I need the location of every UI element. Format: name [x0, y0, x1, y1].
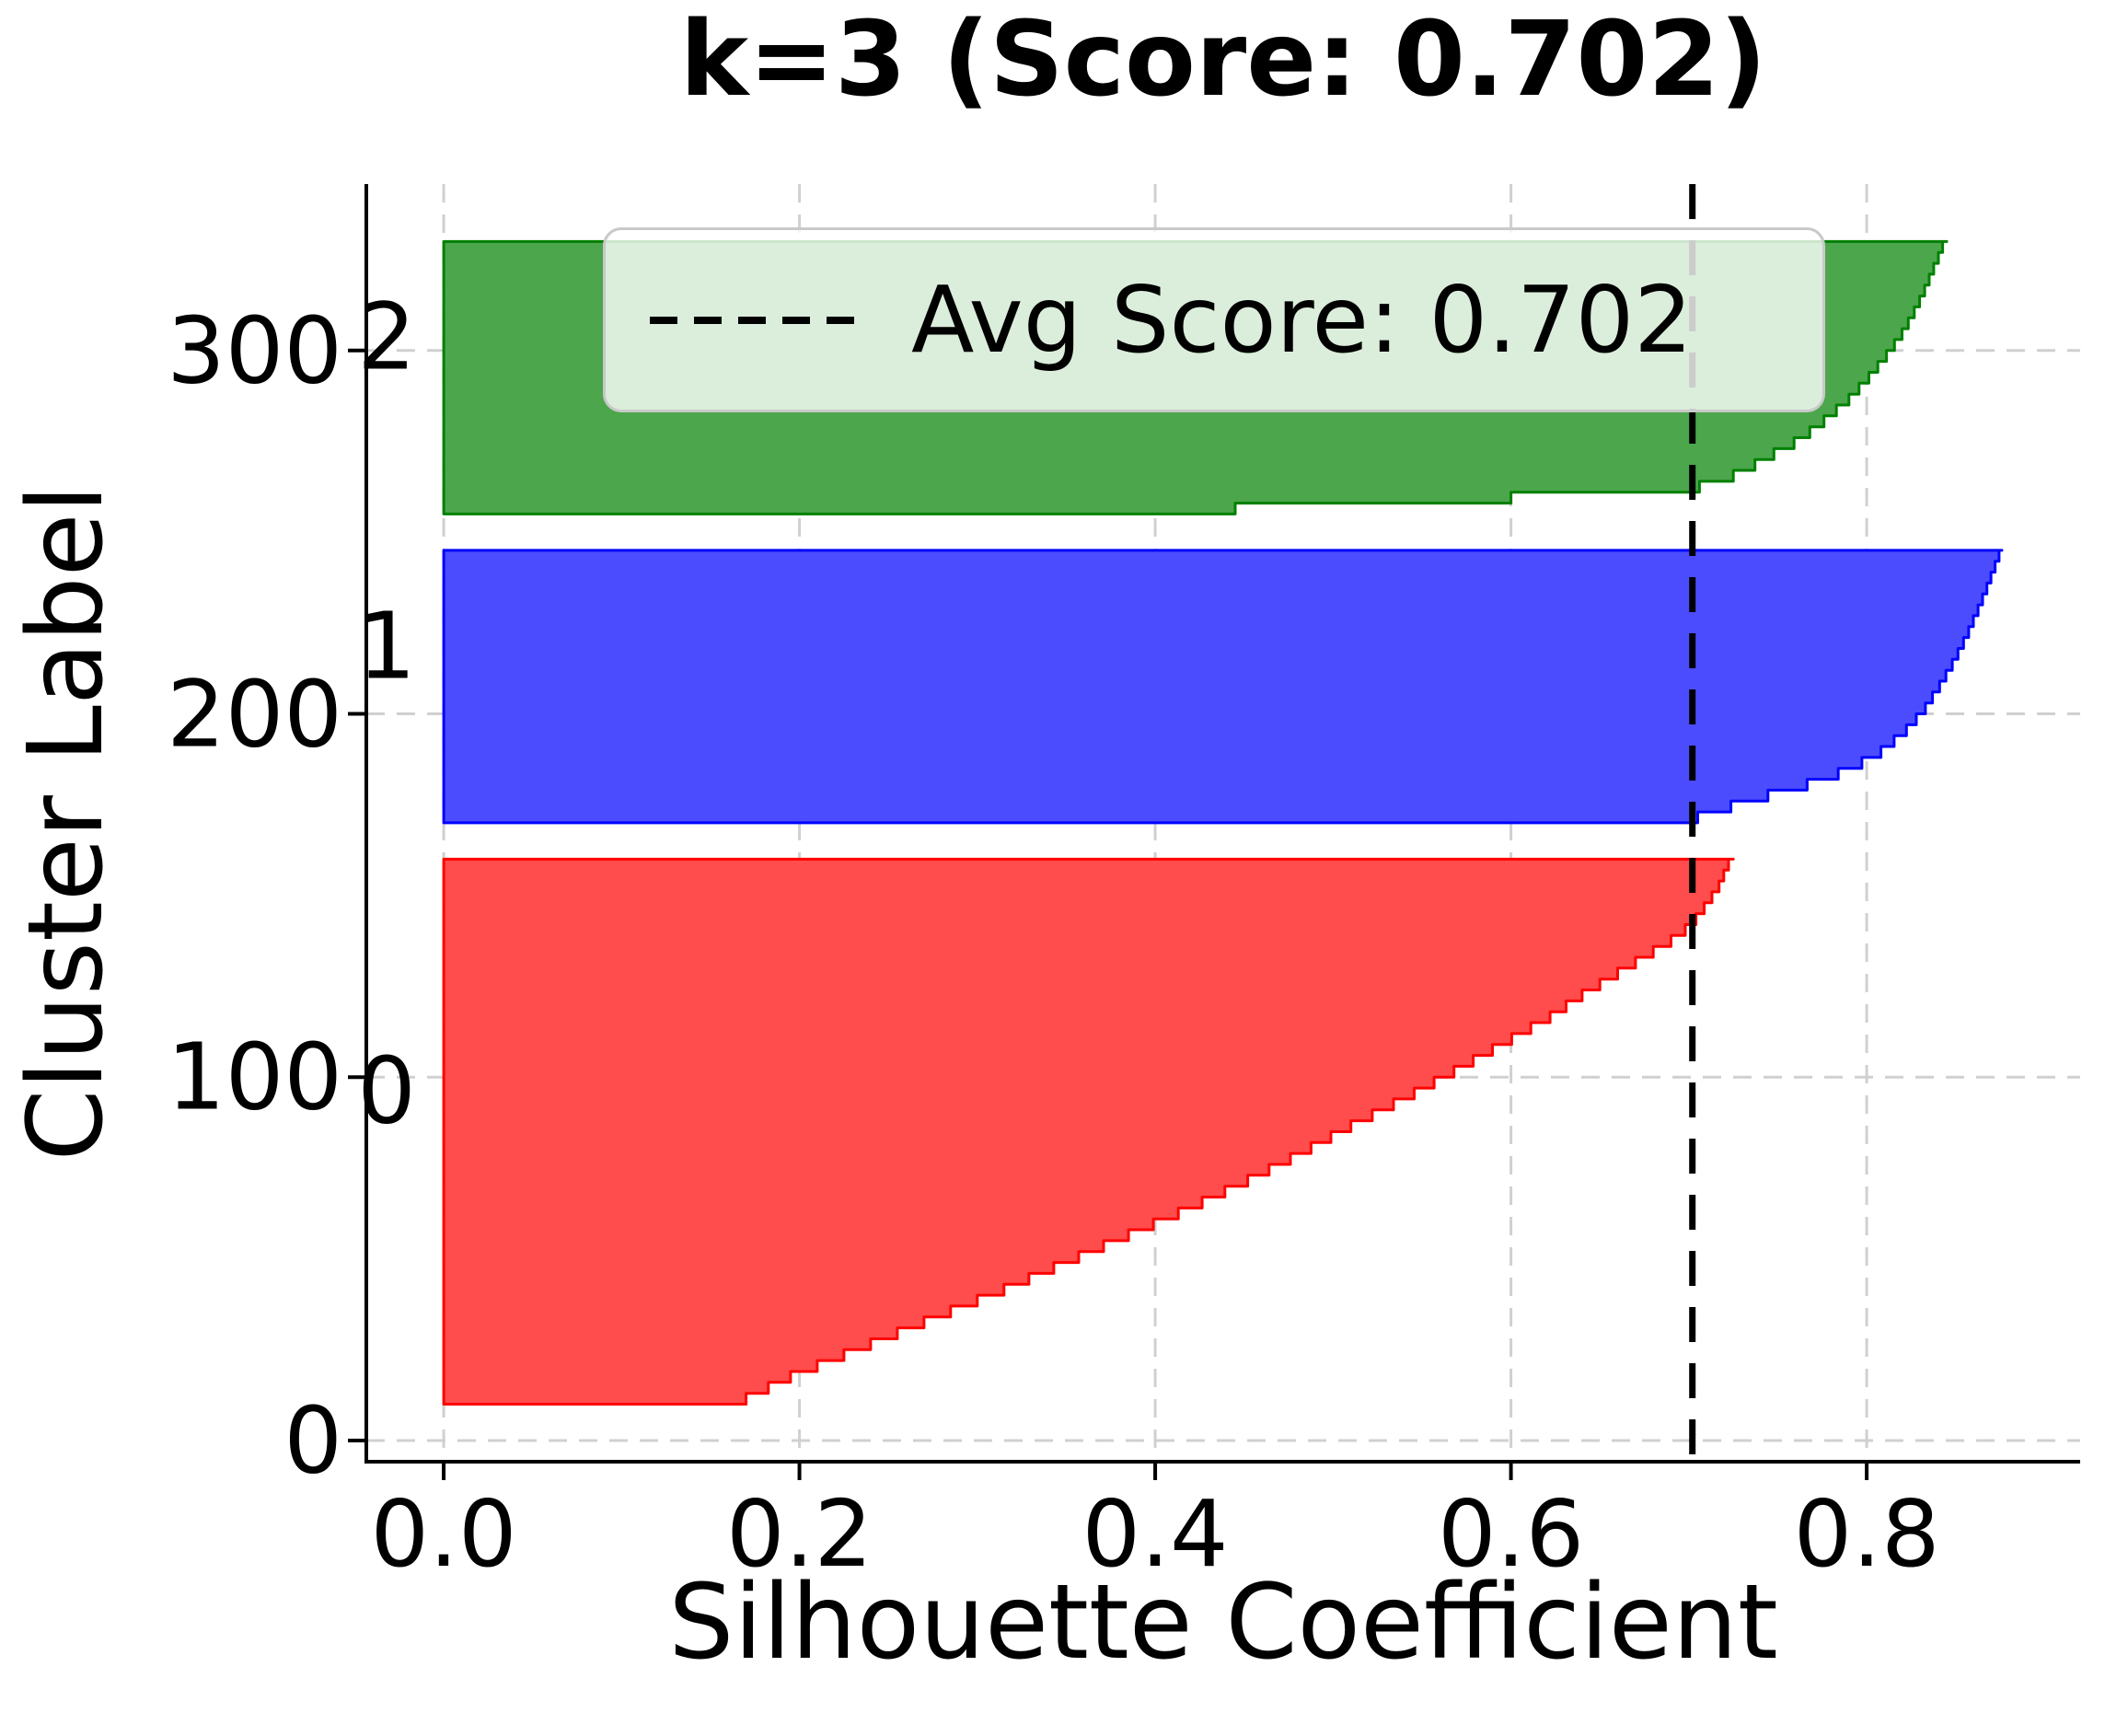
dashed-line-icon: [650, 316, 854, 324]
x-tick-label: 0.2: [726, 1480, 873, 1588]
y-tick-label: 200: [167, 660, 342, 769]
cluster-number-label-0: 0: [357, 1036, 416, 1145]
x-tick-label: 0.0: [370, 1480, 517, 1588]
cluster-number-label-1: 1: [357, 592, 416, 700]
x-tick-label: 0.8: [1793, 1480, 1940, 1588]
chart-title: k=3 (Score: 0.702): [679, 0, 1767, 120]
x-tick-label: 0.4: [1081, 1480, 1229, 1588]
x-tick-label: 0.6: [1438, 1480, 1585, 1588]
legend: Avg Score: 0.702: [603, 227, 1825, 412]
y-tick-label: 300: [167, 296, 342, 405]
silhouette-area-cluster-1: [442, 549, 2004, 825]
y-tick-label: 0: [283, 1386, 342, 1495]
cluster-number-label-2: 2: [357, 283, 416, 391]
y-tick-label: 100: [167, 1023, 342, 1131]
legend-label: Avg Score: 0.702: [911, 266, 1693, 374]
x-axis-label: Silhouette Coefficient: [668, 1563, 1778, 1683]
silhouette-area-cluster-0: [442, 857, 1735, 1406]
axes-spines: [348, 184, 2080, 1480]
